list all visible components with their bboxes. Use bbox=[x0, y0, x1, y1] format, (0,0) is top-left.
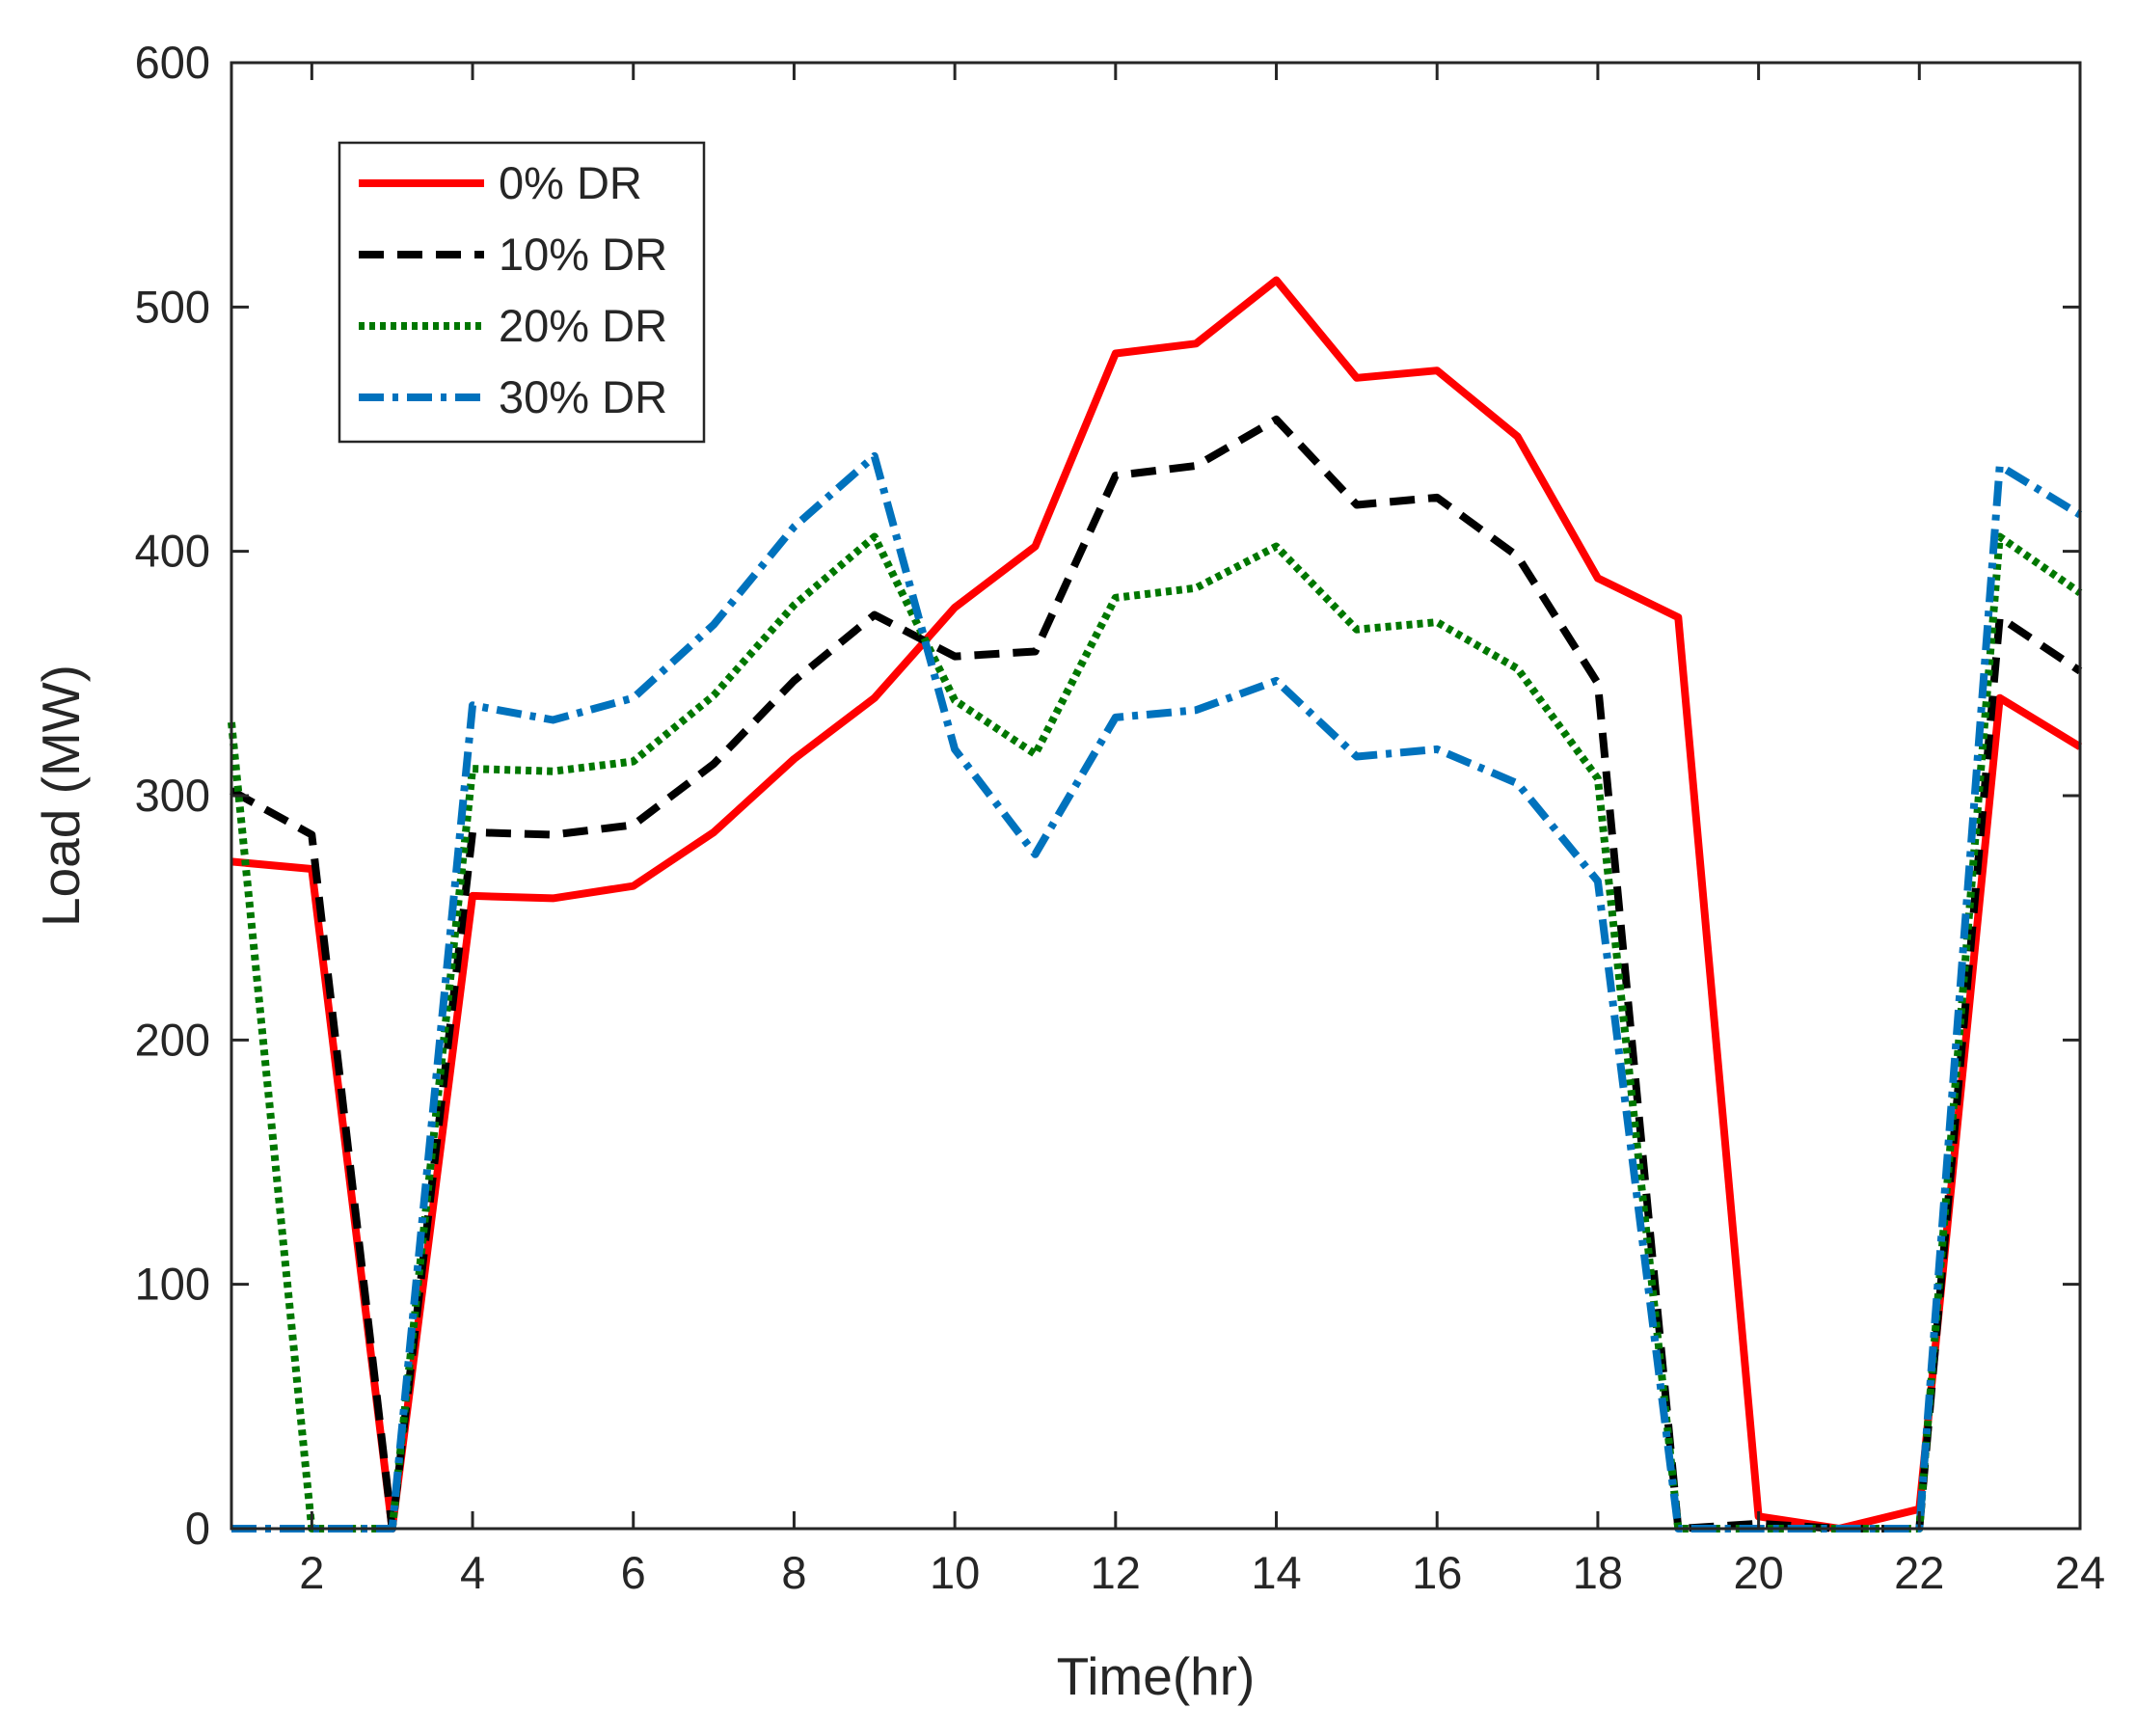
y-tick-label: 300 bbox=[135, 770, 210, 821]
y-tick-label: 0 bbox=[185, 1503, 210, 1554]
x-tick-label: 18 bbox=[1573, 1547, 1623, 1598]
y-tick-label: 500 bbox=[135, 281, 210, 332]
y-tick-label: 200 bbox=[135, 1014, 210, 1065]
legend-label-20-dr: 20% DR bbox=[499, 300, 667, 351]
series-line-10-dr bbox=[230, 415, 2083, 1533]
series-line-0-dr bbox=[230, 276, 2083, 1533]
y-tick-label: 100 bbox=[135, 1259, 210, 1310]
x-tick-label: 24 bbox=[2055, 1547, 2105, 1598]
x-tick-label: 12 bbox=[1091, 1547, 1141, 1598]
legend-label-30-dr: 30% DR bbox=[499, 371, 667, 422]
x-tick-label: 4 bbox=[460, 1547, 485, 1598]
x-tick-label: 14 bbox=[1251, 1547, 1301, 1598]
x-axis-title: Time(hr) bbox=[1057, 1646, 1256, 1706]
legend-label-0-dr: 0% DR bbox=[499, 157, 642, 208]
legend-box bbox=[338, 141, 706, 444]
y-axis-title: Load (MW) bbox=[31, 665, 91, 927]
x-tick-label: 8 bbox=[781, 1547, 806, 1598]
series-layer bbox=[228, 276, 2083, 1533]
legend: 0% DR 10% DR 20% DR 30% DR bbox=[338, 141, 706, 444]
x-tick-label: 20 bbox=[1733, 1547, 1783, 1598]
x-tick-label: 6 bbox=[621, 1547, 646, 1598]
y-tick-label: 400 bbox=[135, 526, 210, 577]
x-tick-label: 2 bbox=[299, 1547, 324, 1598]
y-tick-label: 600 bbox=[135, 37, 210, 88]
x-tick-label: 10 bbox=[930, 1547, 980, 1598]
x-tick-label: 16 bbox=[1412, 1547, 1462, 1598]
legend-label-10-dr: 10% DR bbox=[499, 229, 667, 280]
x-tick-label: 22 bbox=[1894, 1547, 1944, 1598]
series-line-30-dr bbox=[231, 451, 2083, 1533]
